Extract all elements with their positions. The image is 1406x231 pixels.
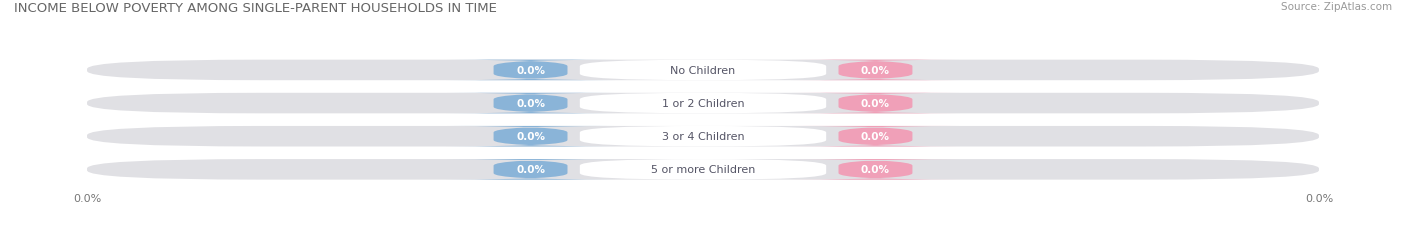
FancyBboxPatch shape	[792, 159, 959, 180]
Text: 1 or 2 Children: 1 or 2 Children	[662, 99, 744, 109]
Text: No Children: No Children	[671, 66, 735, 76]
Text: 0.0%: 0.0%	[860, 66, 890, 76]
FancyBboxPatch shape	[87, 93, 1319, 114]
Text: 0.0%: 0.0%	[516, 66, 546, 76]
FancyBboxPatch shape	[579, 159, 827, 180]
Text: 0.0%: 0.0%	[516, 165, 546, 175]
FancyBboxPatch shape	[447, 126, 614, 147]
FancyBboxPatch shape	[579, 60, 827, 81]
FancyBboxPatch shape	[87, 60, 1319, 81]
Text: 0.0%: 0.0%	[516, 99, 546, 109]
Text: Source: ZipAtlas.com: Source: ZipAtlas.com	[1281, 2, 1392, 12]
Text: 5 or more Children: 5 or more Children	[651, 165, 755, 175]
FancyBboxPatch shape	[792, 93, 959, 114]
FancyBboxPatch shape	[579, 93, 827, 114]
FancyBboxPatch shape	[792, 126, 959, 147]
Text: 0.0%: 0.0%	[860, 99, 890, 109]
FancyBboxPatch shape	[447, 60, 614, 81]
FancyBboxPatch shape	[87, 126, 1319, 147]
FancyBboxPatch shape	[792, 60, 959, 81]
FancyBboxPatch shape	[447, 93, 614, 114]
FancyBboxPatch shape	[447, 159, 614, 180]
FancyBboxPatch shape	[87, 159, 1319, 180]
Text: 0.0%: 0.0%	[860, 132, 890, 142]
Text: 0.0%: 0.0%	[516, 132, 546, 142]
FancyBboxPatch shape	[579, 126, 827, 147]
Text: INCOME BELOW POVERTY AMONG SINGLE-PARENT HOUSEHOLDS IN TIME: INCOME BELOW POVERTY AMONG SINGLE-PARENT…	[14, 2, 496, 15]
Text: 0.0%: 0.0%	[860, 165, 890, 175]
Text: 3 or 4 Children: 3 or 4 Children	[662, 132, 744, 142]
